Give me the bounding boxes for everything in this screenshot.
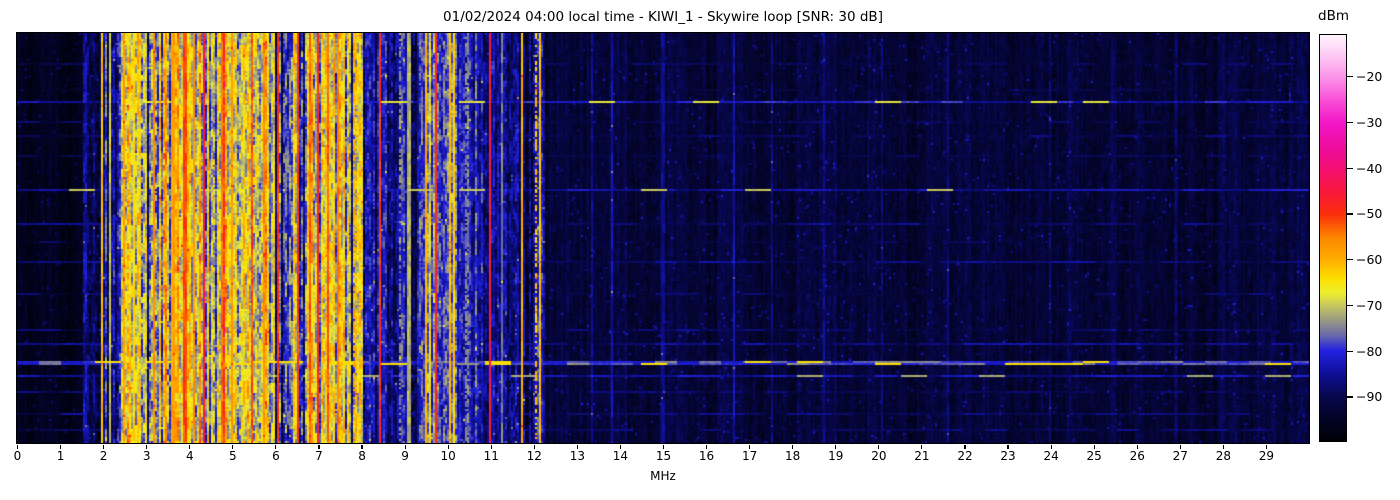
colorbar-tick-label: −30 [1356, 115, 1383, 130]
x-tick-mark [921, 444, 923, 449]
plot-title: 01/02/2024 04:00 local time - KIWI_1 - S… [443, 9, 883, 25]
x-tick-label: 8 [358, 449, 366, 463]
colorbar-tick-mark [1347, 304, 1353, 307]
x-tick-mark [835, 444, 837, 449]
x-tick-mark [1136, 444, 1138, 449]
x-tick-mark [103, 444, 105, 449]
x-tick-label: 4 [185, 449, 194, 463]
x-tick-label: 10 [440, 449, 456, 463]
x-tick-label: 17 [741, 449, 758, 463]
x-tick-mark [146, 444, 148, 449]
x-tick-mark [1050, 444, 1052, 449]
x-tick-label: 6 [272, 449, 280, 463]
x-tick-mark [189, 444, 191, 449]
x-tick-mark [16, 444, 19, 449]
x-tick-label: 27 [1172, 449, 1188, 463]
x-tick-label: 2 [99, 449, 108, 463]
x-tick-mark [1093, 444, 1095, 449]
x-tick-mark [792, 444, 794, 449]
x-tick-label: 18 [785, 449, 801, 463]
colorbar-tick-label: −90 [1356, 389, 1383, 405]
x-tick-mark [1007, 444, 1009, 449]
colorbar-unit-label: dBm [1318, 8, 1349, 24]
x-tick-label: 28 [1215, 449, 1231, 463]
x-tick-label: 14 [612, 449, 629, 463]
x-tick-label: 21 [914, 449, 930, 463]
x-tick-mark [490, 444, 492, 449]
x-tick-mark [964, 444, 966, 449]
colorbar-tick-mark [1347, 396, 1353, 398]
colorbar-tick-mark [1347, 121, 1353, 124]
x-tick-mark [1265, 444, 1268, 449]
x-tick-label: 20 [871, 449, 887, 463]
colorbar-tick-label: −20 [1356, 69, 1383, 85]
colorbar-tick-mark [1347, 350, 1353, 352]
colorbar-tick-label: −80 [1356, 343, 1383, 359]
x-tick-mark [576, 444, 578, 449]
colorbar-tick-mark [1347, 167, 1353, 169]
spectrogram-heatmap [16, 31, 1310, 444]
x-tick-label: 22 [957, 449, 973, 463]
x-tick-mark [59, 444, 62, 449]
colorbar-tick-label: −70 [1356, 297, 1383, 313]
colorbar-tick-label: −60 [1356, 252, 1383, 268]
colorbar-tick-mark [1347, 259, 1353, 261]
x-tick-mark [878, 444, 880, 449]
x-tick-label: 19 [828, 449, 844, 463]
x-tick-mark [404, 444, 406, 449]
x-tick-mark [318, 444, 320, 449]
x-tick-mark [705, 444, 708, 449]
colorbar-gradient [1319, 34, 1347, 442]
x-tick-mark [275, 444, 277, 449]
x-tick-label: 7 [315, 449, 323, 463]
x-tick-label: 26 [1129, 449, 1145, 463]
x-tick-mark [1179, 444, 1181, 449]
x-axis-label: MHz [650, 469, 676, 483]
x-tick-label: 23 [1000, 449, 1016, 463]
x-tick-label: 9 [401, 449, 409, 463]
x-tick-label: 24 [1043, 449, 1059, 463]
x-tick-label: 16 [698, 449, 715, 463]
x-tick-mark [447, 444, 449, 449]
x-tick-label: 0 [13, 449, 22, 463]
x-tick-mark [533, 444, 535, 449]
colorbar-tick-mark [1347, 76, 1353, 78]
x-tick-label: 11 [483, 449, 499, 463]
colorbar-tick-label: −40 [1356, 160, 1383, 176]
colorbar-tick-mark [1347, 213, 1353, 215]
x-tick-mark [1222, 444, 1224, 449]
x-tick-mark [232, 444, 234, 449]
x-tick-label: 29 [1258, 449, 1275, 463]
x-tick-mark [662, 444, 665, 449]
x-tick-label: 13 [569, 449, 585, 463]
x-tick-mark [619, 444, 622, 449]
x-tick-label: 3 [142, 449, 151, 463]
x-tick-mark [361, 444, 363, 449]
x-tick-label: 5 [229, 449, 237, 463]
x-tick-label: 1 [56, 449, 65, 463]
x-tick-mark [749, 444, 751, 449]
colorbar-tick-label: −50 [1356, 206, 1383, 222]
x-tick-label: 15 [655, 449, 672, 463]
x-tick-label: 25 [1086, 449, 1102, 463]
x-tick-label: 12 [526, 449, 542, 463]
